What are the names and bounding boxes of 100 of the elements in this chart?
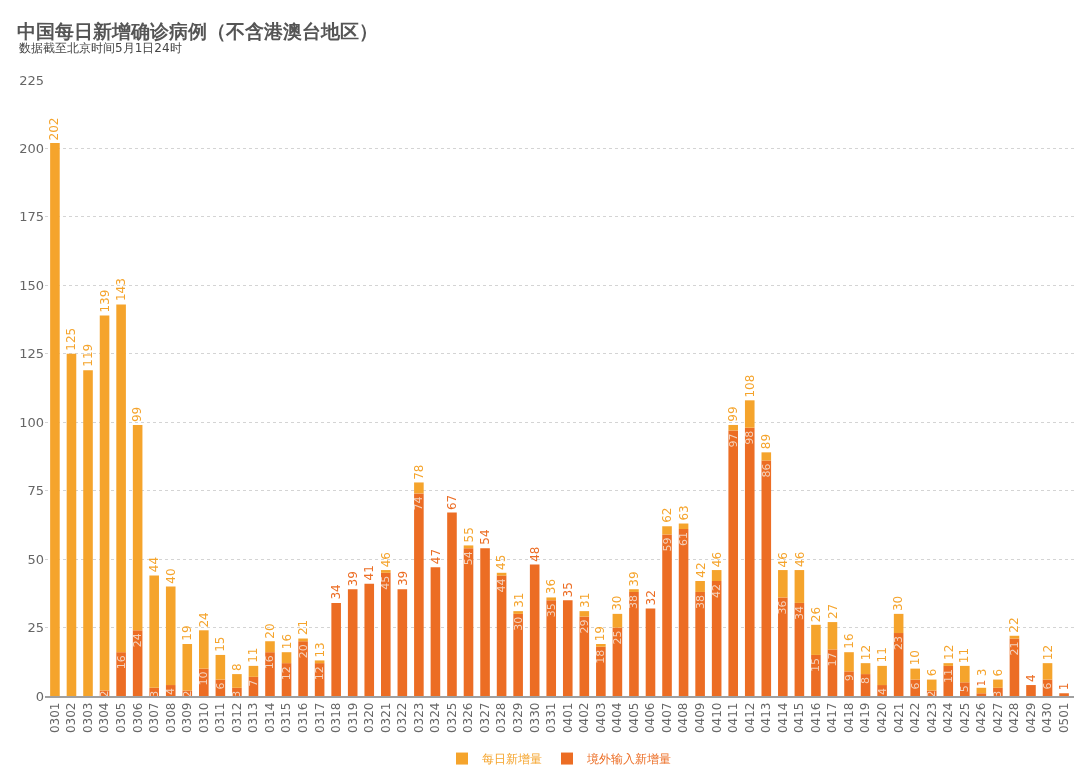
x-tick-label: 0309	[180, 702, 195, 734]
bar	[182, 643, 193, 691]
total-label: 26	[808, 606, 823, 623]
total-label: 31	[511, 592, 526, 608]
bar	[414, 493, 424, 696]
y-tick-label: 75	[27, 483, 44, 499]
data-label: 24	[131, 633, 145, 648]
bar	[116, 304, 126, 653]
data-label: 16	[263, 655, 277, 670]
x-tick-label: 0417	[825, 702, 840, 734]
total-label: 34	[328, 584, 343, 600]
x-tick-label: 0330	[527, 702, 542, 734]
total-label: 12	[858, 644, 873, 661]
data-label: 6	[1041, 682, 1055, 690]
data-label: 45	[379, 575, 393, 590]
total-label: 46	[792, 551, 807, 567]
total-label: 31	[577, 592, 592, 608]
bar	[397, 589, 408, 696]
bar	[596, 646, 606, 696]
total-label: 19	[179, 625, 194, 641]
total-label: 12	[941, 644, 956, 660]
x-tick-label: 0302	[64, 702, 79, 734]
total-label: 1	[1056, 682, 1071, 691]
bar	[83, 370, 93, 696]
total-label: 55	[461, 527, 476, 543]
bar	[513, 613, 523, 696]
x-tick-label: 0308	[163, 702, 178, 734]
bar	[811, 654, 821, 696]
bar	[381, 570, 391, 573]
total-label: 99	[130, 406, 145, 423]
data-label: 9	[842, 674, 856, 682]
total-label: 139	[97, 289, 112, 313]
bar	[463, 545, 474, 549]
bar	[447, 512, 457, 696]
x-tick-label: 0320	[362, 702, 377, 734]
bar	[414, 482, 424, 494]
x-tick-label: 0430	[1040, 702, 1055, 734]
x-tick-label: 0310	[196, 702, 211, 734]
x-tick-label: 0426	[974, 702, 989, 734]
x-tick-label: 0408	[676, 702, 691, 734]
bar	[50, 142, 60, 696]
x-tick-label: 0315	[279, 702, 294, 734]
bar	[579, 611, 590, 617]
x-tick-label: 0402	[577, 702, 592, 734]
bar	[546, 600, 557, 696]
total-label: 11	[957, 647, 972, 664]
total-label: 22	[1007, 617, 1022, 633]
bar	[165, 586, 176, 686]
x-tick-label: 0327	[477, 702, 492, 734]
x-tick-label: 0314	[262, 702, 277, 734]
total-label: 8	[229, 663, 244, 671]
total-label: 46	[710, 551, 725, 568]
total-label: 119	[81, 343, 96, 367]
bar	[546, 597, 557, 601]
x-tick-label: 0409	[693, 702, 708, 734]
total-label: 13	[312, 642, 327, 658]
bar	[744, 400, 755, 428]
data-label: 20	[296, 644, 310, 659]
x-tick-label: 0406	[643, 702, 658, 734]
bar	[629, 591, 639, 696]
bar	[778, 597, 788, 696]
bar	[960, 665, 970, 683]
x-tick-label: 0428	[1007, 702, 1022, 734]
x-tick-label: 0410	[709, 702, 724, 734]
total-label: 48	[527, 546, 542, 562]
data-label: 35	[544, 603, 558, 618]
data-label: 61	[677, 532, 691, 546]
bar	[331, 602, 341, 696]
total-label: 3	[974, 668, 989, 677]
bar	[298, 641, 308, 696]
total-label: 46	[776, 552, 791, 568]
total-label: 21	[296, 619, 311, 636]
bar	[480, 548, 490, 696]
y-tick-label: 225	[19, 72, 44, 88]
bar	[728, 430, 738, 696]
x-tick-label: 0323	[411, 702, 426, 734]
total-label: 39	[627, 571, 642, 587]
bar	[860, 663, 871, 675]
bar	[596, 643, 606, 647]
bar	[347, 589, 358, 696]
data-label: 4	[875, 688, 889, 696]
total-label: 6	[925, 668, 940, 677]
data-label: 21	[1007, 641, 1021, 656]
total-label: 11	[874, 647, 889, 663]
x-tick-label: 0501	[1056, 702, 1071, 734]
bar	[149, 575, 159, 688]
total-label: 39	[345, 571, 360, 587]
bar	[265, 652, 275, 696]
legend-label: 每日新增量	[482, 752, 542, 767]
bar	[232, 674, 242, 688]
total-label: 30	[891, 595, 906, 612]
data-label: 86	[759, 463, 773, 478]
total-label: 67	[444, 494, 459, 511]
bar	[761, 460, 772, 696]
total-label: 36	[544, 578, 559, 595]
bar	[761, 452, 772, 461]
total-label: 108	[742, 374, 757, 398]
x-tick-label: 0405	[626, 702, 641, 734]
x-tick-label: 0422	[908, 702, 923, 734]
bar	[794, 570, 805, 603]
